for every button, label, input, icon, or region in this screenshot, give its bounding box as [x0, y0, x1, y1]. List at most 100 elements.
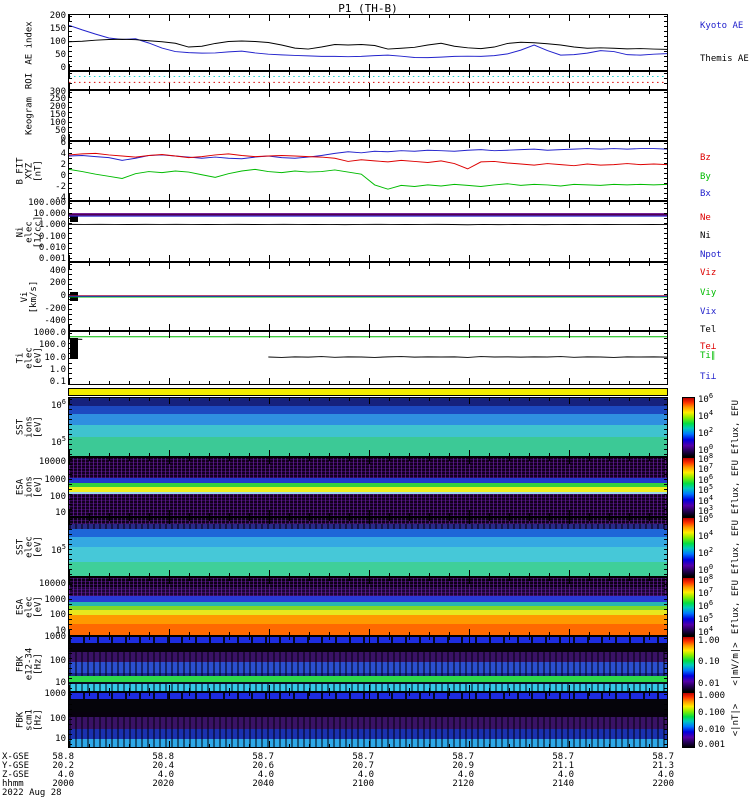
trace-Bz: [69, 168, 667, 190]
colorbar-unit-sst-elec: Eflux, EFU: [731, 519, 741, 575]
colorbar-tick-fbk-e: 1.00: [698, 636, 720, 647]
ytick-esa-elec: 10: [55, 626, 66, 637]
colorbar-tick-esa-elec: 108: [698, 573, 714, 587]
axis-column-value: 2100: [352, 779, 374, 789]
panel-ti: [68, 331, 668, 385]
ytick-ni: 0.100: [38, 231, 66, 242]
colorbar-fbk-e: [682, 636, 695, 692]
axis-column-value: 58.7: [452, 752, 474, 762]
trace-Tel: [268, 356, 667, 358]
axis-column-value: 58.8: [152, 752, 174, 762]
ytick-ti: 1000.0: [33, 327, 66, 338]
colorbar-tick-esa-elec: 106: [698, 599, 714, 613]
ytick-esa-elec: 100: [49, 610, 66, 621]
panel-yellow-bar: [68, 388, 668, 396]
ytick-b-fit: 2: [60, 160, 66, 170]
colorbar-tick-fbk-e: 0.01: [698, 678, 720, 689]
ytick-ae-index: 100: [49, 37, 66, 47]
colorbar-tick-esa-elec: 105: [698, 612, 714, 626]
colorbar-tick-sst-elec: 106: [698, 512, 714, 526]
axis-row-header: Y-GSE: [2, 761, 30, 771]
axis-row-header: Z-GSE: [2, 770, 30, 780]
panel-esa-ions: [68, 457, 668, 517]
colorbar-sst-elec: [682, 517, 695, 577]
colorbar-tick-fbk-e: 0.10: [698, 657, 720, 668]
ytick-ni: 100.000: [28, 197, 66, 208]
legend-Ti⊥: Ti⊥: [700, 371, 717, 382]
colorbar-tick-fbk-scm: 1.000: [698, 691, 726, 701]
traces-b-fit: [69, 148, 667, 190]
axis-column-value: 20.4: [152, 761, 174, 771]
colorbar-tick-sst-elec: 104: [698, 528, 714, 542]
ytick-ni: 0.001: [38, 254, 66, 265]
ytick-sst-elec: 105: [50, 542, 66, 556]
legend-Bz: Bz: [700, 153, 711, 164]
ytick-sst-ions: 106: [50, 397, 66, 411]
colorbar-tick-sst-elec: 102: [698, 545, 714, 559]
ytick-fbk-scm: 100: [49, 713, 66, 724]
axis-column-value: 4.0: [357, 770, 374, 780]
ytick-esa-ions: 1000: [44, 474, 66, 485]
legend-Ti∥: Ti∥: [700, 350, 716, 361]
legend-Ne: Ne: [700, 212, 711, 223]
axis-column-value: 20.7: [352, 761, 374, 771]
legend-Tel: Tel: [700, 325, 717, 336]
axis-column-value: 4.0: [457, 770, 474, 780]
ytick-esa-elec: 10000: [38, 578, 66, 589]
axis-column-value: 21.1: [552, 761, 574, 771]
panel-fbk-e: [68, 636, 668, 692]
ylabel-roi: ROI: [24, 72, 35, 89]
colorbar-unit-fbk-e: <|mV/m|>: [731, 642, 741, 686]
spectrogram-fbk-scm: [69, 693, 667, 747]
panel-esa-elec: [68, 577, 668, 636]
colorbar-esa-ions: [682, 457, 695, 517]
axis-column-value: 4.0: [157, 770, 174, 780]
axis-column-value: 4.0: [57, 770, 74, 780]
colorbar-unit-fbk-scm: <|nT|>: [731, 703, 741, 737]
axis-column-value: 21.3: [652, 761, 674, 771]
traces-vi: [69, 295, 667, 298]
colorbar-tick-fbk-scm: 0.100: [698, 707, 726, 718]
colorbar-tick-esa-ions: 104: [698, 493, 714, 507]
plot-title: P1 (TH-B): [338, 2, 398, 15]
ytick-fbk-e: 10: [55, 678, 66, 689]
axis-column-value: 20.9: [452, 761, 474, 771]
ytick-vi: -200: [44, 303, 66, 314]
traces-ae-index: [69, 24, 667, 59]
ytick-vi: 400: [49, 265, 66, 276]
axis-column-value: 2120: [452, 779, 474, 789]
ytick-b-fit: 4: [60, 148, 66, 159]
axis-row-header: X-GSE: [2, 752, 30, 762]
ytick-b-fit: 0: [60, 171, 66, 181]
colorbar-tick-esa-ions: 103: [698, 503, 714, 517]
legend-Vix: Vix: [700, 306, 717, 317]
colorbar-tick-esa-ions: 106: [698, 472, 714, 486]
ytick-ae-index: 150: [49, 23, 66, 34]
ytick-sst-ions: 105: [50, 434, 66, 448]
colorbar-unit-sst-ions: Eflux, EFU: [731, 399, 741, 455]
trace-Themis AE: [69, 38, 667, 50]
axis-column-value: 4.0: [657, 770, 674, 780]
ytick-fbk-e: 100: [49, 655, 66, 666]
traces-ti: [69, 336, 667, 358]
colorbar-sst-ions: [682, 397, 695, 457]
colorbar-tick-esa-ions: 107: [698, 461, 714, 475]
ytick-ae-index: 50: [55, 50, 66, 61]
legend-Kyoto AE: Kyoto AE: [700, 21, 744, 31]
colorbar-fbk-scm: [682, 692, 695, 748]
ytick-esa-ions: 10000: [38, 456, 66, 467]
ytick-keogram: 250: [49, 94, 66, 105]
panel-sst-ions: [68, 397, 668, 457]
ytick-b-fit: 6: [60, 137, 66, 148]
legend-Viy: Viy: [700, 287, 717, 298]
axis-column-value: 20.2: [52, 761, 74, 771]
colorbar-esa-elec: [682, 577, 695, 636]
legend-Bx: Bx: [700, 188, 711, 199]
ytick-vi: 200: [49, 278, 66, 289]
ytick-vi: -400: [44, 316, 66, 327]
colorbar-tick-fbk-scm: 0.010: [698, 724, 726, 735]
axis-row-header: hhmm: [2, 779, 24, 789]
legend-Ni: Ni: [700, 231, 711, 242]
date-label: 2022 Aug 28: [2, 788, 62, 798]
traces-ni: [69, 213, 667, 226]
